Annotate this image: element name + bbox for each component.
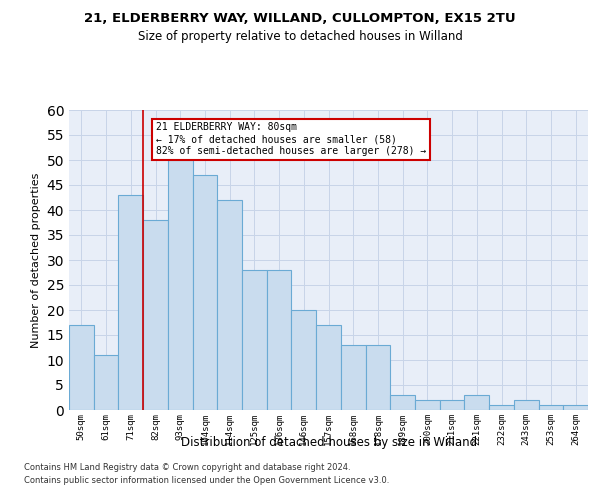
Bar bbox=[292, 310, 316, 410]
Bar bbox=[514, 400, 539, 410]
Bar bbox=[365, 345, 390, 410]
Bar bbox=[193, 175, 217, 410]
Bar bbox=[341, 345, 365, 410]
Bar bbox=[118, 195, 143, 410]
Text: 21, ELDERBERRY WAY, WILLAND, CULLOMPTON, EX15 2TU: 21, ELDERBERRY WAY, WILLAND, CULLOMPTON,… bbox=[84, 12, 516, 26]
Bar bbox=[316, 325, 341, 410]
Bar bbox=[563, 405, 588, 410]
Bar bbox=[242, 270, 267, 410]
Bar bbox=[489, 405, 514, 410]
Bar bbox=[69, 325, 94, 410]
Text: Contains HM Land Registry data © Crown copyright and database right 2024.: Contains HM Land Registry data © Crown c… bbox=[24, 464, 350, 472]
Bar bbox=[94, 355, 118, 410]
Text: Contains public sector information licensed under the Open Government Licence v3: Contains public sector information licen… bbox=[24, 476, 389, 485]
Bar bbox=[464, 395, 489, 410]
Bar bbox=[440, 400, 464, 410]
Bar bbox=[168, 160, 193, 410]
Bar bbox=[415, 400, 440, 410]
Y-axis label: Number of detached properties: Number of detached properties bbox=[31, 172, 41, 348]
Bar bbox=[539, 405, 563, 410]
Bar bbox=[267, 270, 292, 410]
Bar bbox=[390, 395, 415, 410]
Bar bbox=[143, 220, 168, 410]
Text: Distribution of detached houses by size in Willand: Distribution of detached houses by size … bbox=[181, 436, 477, 449]
Text: 21 ELDERBERRY WAY: 80sqm
← 17% of detached houses are smaller (58)
82% of semi-d: 21 ELDERBERRY WAY: 80sqm ← 17% of detach… bbox=[155, 122, 426, 156]
Bar bbox=[217, 200, 242, 410]
Text: Size of property relative to detached houses in Willand: Size of property relative to detached ho… bbox=[137, 30, 463, 43]
